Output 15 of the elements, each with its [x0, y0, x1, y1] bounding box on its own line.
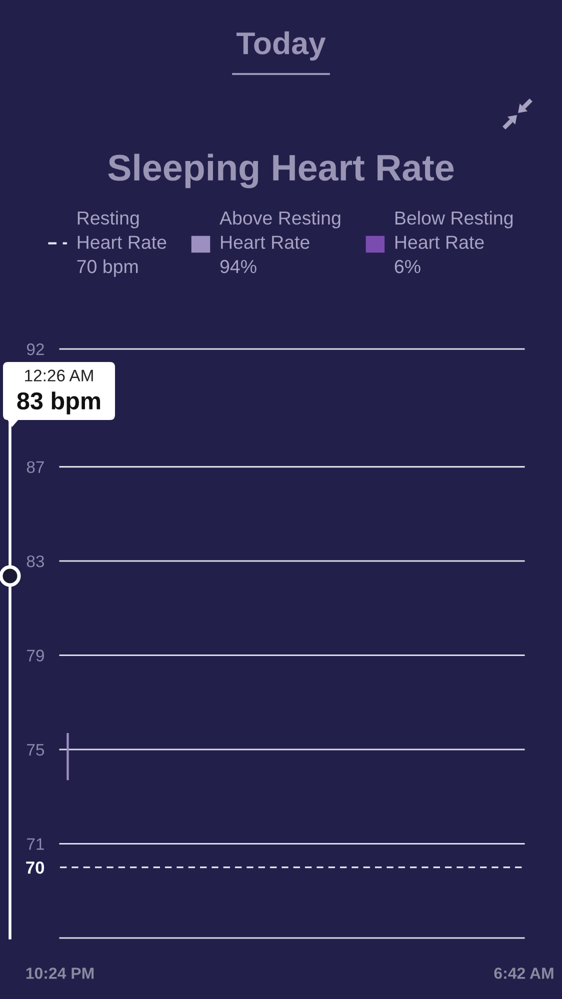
y-tick-label: 83 [26, 555, 44, 568]
y-tick-label: 75 [27, 744, 44, 756]
x-tick-label: 10:24 PM [26, 968, 94, 979]
y-tick-label: 71 [27, 838, 44, 850]
x-tick-label: 6:42 AM [494, 968, 554, 979]
y-tick-label: 70 [26, 861, 44, 874]
annotation: 12:26 AM 83 bpm [17, 370, 100, 414]
chart-subtitle: Today [236, 31, 326, 61]
legend-label: Above Resting Heart Rate 94% [220, 210, 340, 274]
y-tick-label: 92 [26, 343, 44, 356]
y-tick-label: 79 [27, 650, 44, 662]
chart-title: Sleeping Heart Rate [108, 154, 454, 188]
y-tick-label: 87 [26, 461, 44, 474]
legend-label: Below Resting Heart Rate 6% [394, 210, 513, 274]
legend-label: Resting Heart Rate 70 bpm [77, 210, 166, 277]
